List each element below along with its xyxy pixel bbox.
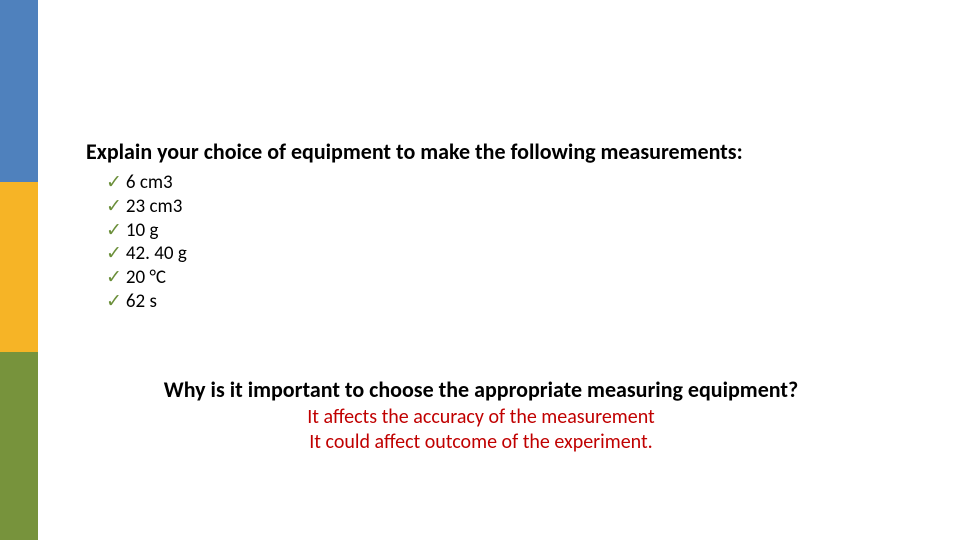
question-heading-1: Explain your choice of equipment to make…: [86, 138, 936, 165]
measurement-item: ✓20 °C: [106, 266, 936, 290]
side-stripe-blue: [0, 0, 38, 182]
question-2-block: Why is it important to choose the approp…: [86, 376, 876, 455]
measurement-item-label: 20 °C: [126, 266, 166, 290]
check-icon: ✓: [106, 171, 122, 195]
measurement-item: ✓10 g: [106, 219, 936, 243]
measurement-item: ✓23 cm3: [106, 195, 936, 219]
slide-content: Explain your choice of equipment to make…: [86, 138, 936, 455]
measurement-item: ✓42. 40 g: [106, 242, 936, 266]
check-icon: ✓: [106, 195, 122, 219]
measurement-item-label: 42. 40 g: [126, 242, 187, 266]
measurement-list: ✓6 cm3✓23 cm3✓10 g✓42. 40 g✓20 °C✓62 s: [106, 171, 936, 314]
check-icon: ✓: [106, 290, 122, 314]
side-stripe-green: [0, 352, 38, 540]
measurement-item: ✓6 cm3: [106, 171, 936, 195]
side-stripe-yellow: [0, 182, 38, 352]
check-icon: ✓: [106, 266, 122, 290]
measurement-item-label: 6 cm3: [126, 171, 173, 195]
check-icon: ✓: [106, 219, 122, 243]
answer-text: It affects the accuracy of the measureme…: [86, 405, 876, 455]
answer-line: It affects the accuracy of the measureme…: [86, 405, 876, 430]
check-icon: ✓: [106, 242, 122, 266]
question-heading-2: Why is it important to choose the approp…: [86, 376, 876, 403]
measurement-item-label: 62 s: [126, 290, 157, 314]
measurement-item-label: 10 g: [126, 219, 159, 243]
measurement-item: ✓62 s: [106, 290, 936, 314]
measurement-item-label: 23 cm3: [126, 195, 182, 219]
answer-line: It could affect outcome of the experimen…: [86, 430, 876, 455]
